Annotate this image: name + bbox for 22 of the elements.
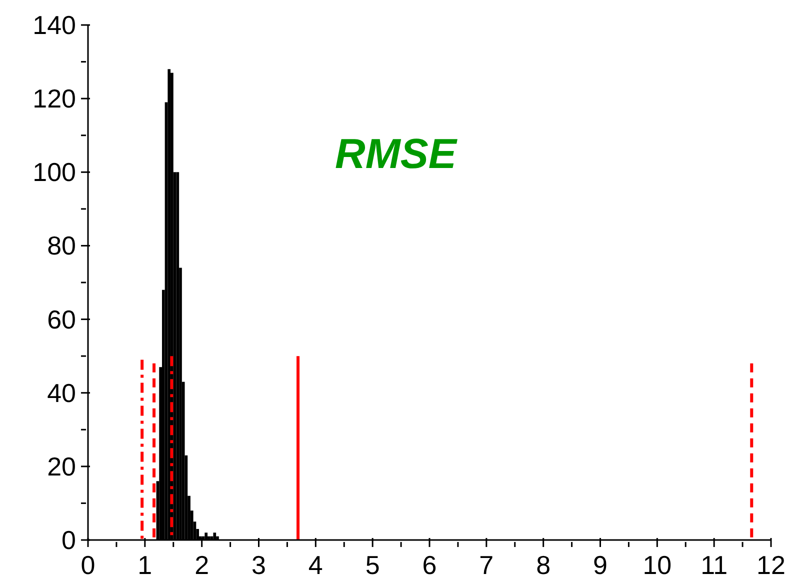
x-tick-label: 4 <box>308 550 323 580</box>
x-tick-label: 5 <box>365 550 380 580</box>
y-tick-label: 20 <box>47 451 76 482</box>
x-tick-label: 7 <box>479 550 494 580</box>
y-tick-label: 40 <box>47 378 76 408</box>
text: RMSE <box>335 130 456 178</box>
x-tick-label: 11 <box>700 550 728 580</box>
x-tick-label: 2 <box>194 550 210 580</box>
y-tick-label: 100 <box>32 157 76 188</box>
x-tick-label: 0 <box>80 550 96 580</box>
x-tick-label: 3 <box>252 550 266 580</box>
x-tick-label: 12 <box>756 550 786 580</box>
y-tick-label: 140 <box>32 10 76 40</box>
x-tick-label: 8 <box>536 550 551 580</box>
y-tick-label: 120 <box>32 84 76 114</box>
x-tick-label: 10 <box>642 550 672 580</box>
y-tick-label: 60 <box>47 304 76 334</box>
y-tick-label: 80 <box>47 230 76 261</box>
x-tick-label: 1 <box>138 550 152 580</box>
x-tick-label: 6 <box>422 550 437 580</box>
x-tick-label: 9 <box>593 550 608 580</box>
y-tick-label: 0 <box>62 525 76 555</box>
